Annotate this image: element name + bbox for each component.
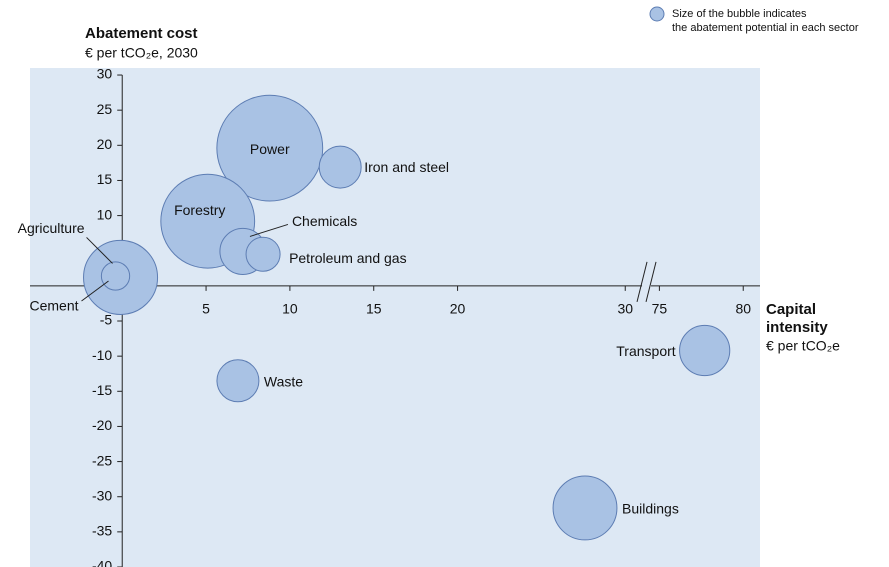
bubble-label: Iron and steel	[364, 159, 449, 175]
x-tick-label: 80	[735, 301, 751, 317]
chart-title: Abatement cost	[85, 25, 198, 42]
y-tick-label: 15	[97, 171, 113, 187]
bubble	[318, 145, 362, 189]
axis-break	[645, 261, 657, 302]
x-tick-label: 10	[282, 301, 298, 317]
x-axis-title: intensity	[766, 319, 828, 336]
y-tick-label: -5	[100, 312, 113, 328]
leader-line	[86, 237, 113, 264]
y-tick-label: -25	[92, 452, 112, 468]
y-tick-label: -30	[92, 487, 112, 503]
legend-symbol	[649, 6, 665, 22]
y-tick-label: -15	[92, 382, 112, 398]
bubble	[679, 324, 731, 377]
bubble	[245, 236, 281, 272]
bubble-label: Forestry	[174, 202, 225, 218]
bubble-label: Waste	[264, 373, 303, 389]
x-tick-label: 75	[652, 301, 668, 317]
x-tick-label: 30	[617, 301, 633, 317]
x-tick-label: 5	[202, 301, 210, 317]
y-tick-label: -10	[92, 347, 112, 363]
y-tick-label: 25	[97, 101, 113, 117]
y-tick-label: 20	[97, 136, 113, 152]
y-tick-label: -20	[92, 417, 112, 433]
y-tick-label: 30	[97, 66, 113, 82]
chart-subtitle: € per tCO₂e, 2030	[85, 45, 198, 61]
x-axis-unit: € per tCO₂e	[766, 338, 840, 354]
bubble	[216, 359, 260, 403]
bubble	[552, 475, 618, 541]
bubble-label: Power	[250, 141, 290, 157]
leader-line	[249, 223, 289, 237]
y-tick-label: -40	[92, 558, 112, 567]
bubble-label: Buildings	[622, 501, 679, 517]
bubble-label: Chemicals	[292, 213, 357, 229]
x-tick-label: 15	[366, 301, 382, 317]
bubble-label: Petroleum and gas	[289, 250, 407, 266]
bubble-label: Agriculture	[18, 220, 85, 236]
legend-text: Size of the bubble indicates	[672, 8, 807, 20]
bubble	[216, 94, 324, 202]
bubble-label: Cement	[29, 298, 78, 314]
bubble	[100, 261, 131, 291]
x-tick-label: 20	[450, 301, 466, 317]
y-tick-label: -35	[92, 523, 112, 539]
plot-area	[30, 68, 760, 567]
axis-break-gap	[642, 279, 652, 292]
x-axis-title: Capital	[766, 301, 816, 318]
y-tick-label: 10	[97, 206, 113, 222]
axis-break	[636, 261, 648, 302]
legend-text: the abatement potential in each sector	[672, 22, 859, 34]
leader-line	[81, 280, 109, 302]
bubble-label: Transport	[616, 343, 676, 359]
